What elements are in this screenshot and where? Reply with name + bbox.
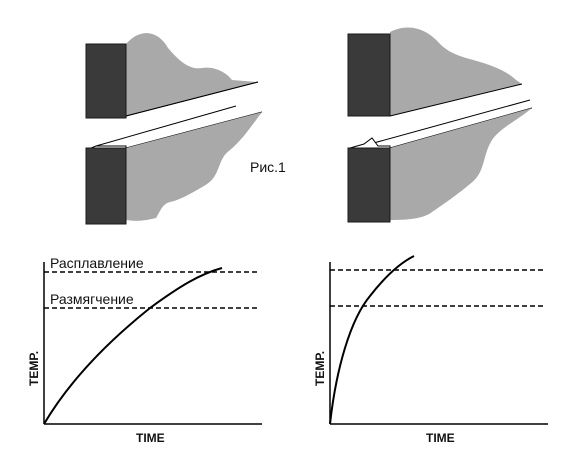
left-x-axis-label: TIME: [136, 431, 165, 445]
film-layer-mid-right: [369, 99, 531, 145]
lower-heated-material-right: [390, 108, 532, 220]
upper-sealing-jaw-right: [347, 33, 391, 117]
right-temperature-curve: [329, 255, 415, 425]
upper-sealing-jaw-left: [85, 43, 127, 119]
left-sealing-illustration: [85, 33, 263, 225]
upper-heated-material-right: [390, 27, 522, 116]
left-softening-label: Размягчение: [50, 291, 134, 307]
lower-sealing-jaw-right: [347, 147, 391, 223]
film-layer-top-right: [389, 83, 523, 117]
left-temperature-curve: [43, 267, 223, 425]
right-sealing-illustration: [347, 27, 533, 223]
molten-bead-right: [349, 137, 391, 149]
right-temp-time-chart: TIME TEMP.: [313, 255, 548, 445]
upper-heated-material-left: [126, 33, 256, 116]
film-layer-mid-left: [95, 105, 237, 147]
left-y-axis-label: TEMP.: [27, 351, 41, 386]
lower-heated-material-left: [126, 112, 262, 221]
film-layer-top-left: [125, 81, 259, 117]
left-melting-label: Расплавление: [50, 255, 144, 271]
figure-caption: Рис.1: [250, 159, 286, 175]
lower-sealing-jaw-left: [85, 147, 127, 225]
left-temp-time-chart: Расплавление Размягчение TIME TEMP.: [27, 255, 262, 445]
right-x-axis-label: TIME: [426, 431, 455, 445]
right-y-axis-label: TEMP.: [313, 351, 327, 386]
